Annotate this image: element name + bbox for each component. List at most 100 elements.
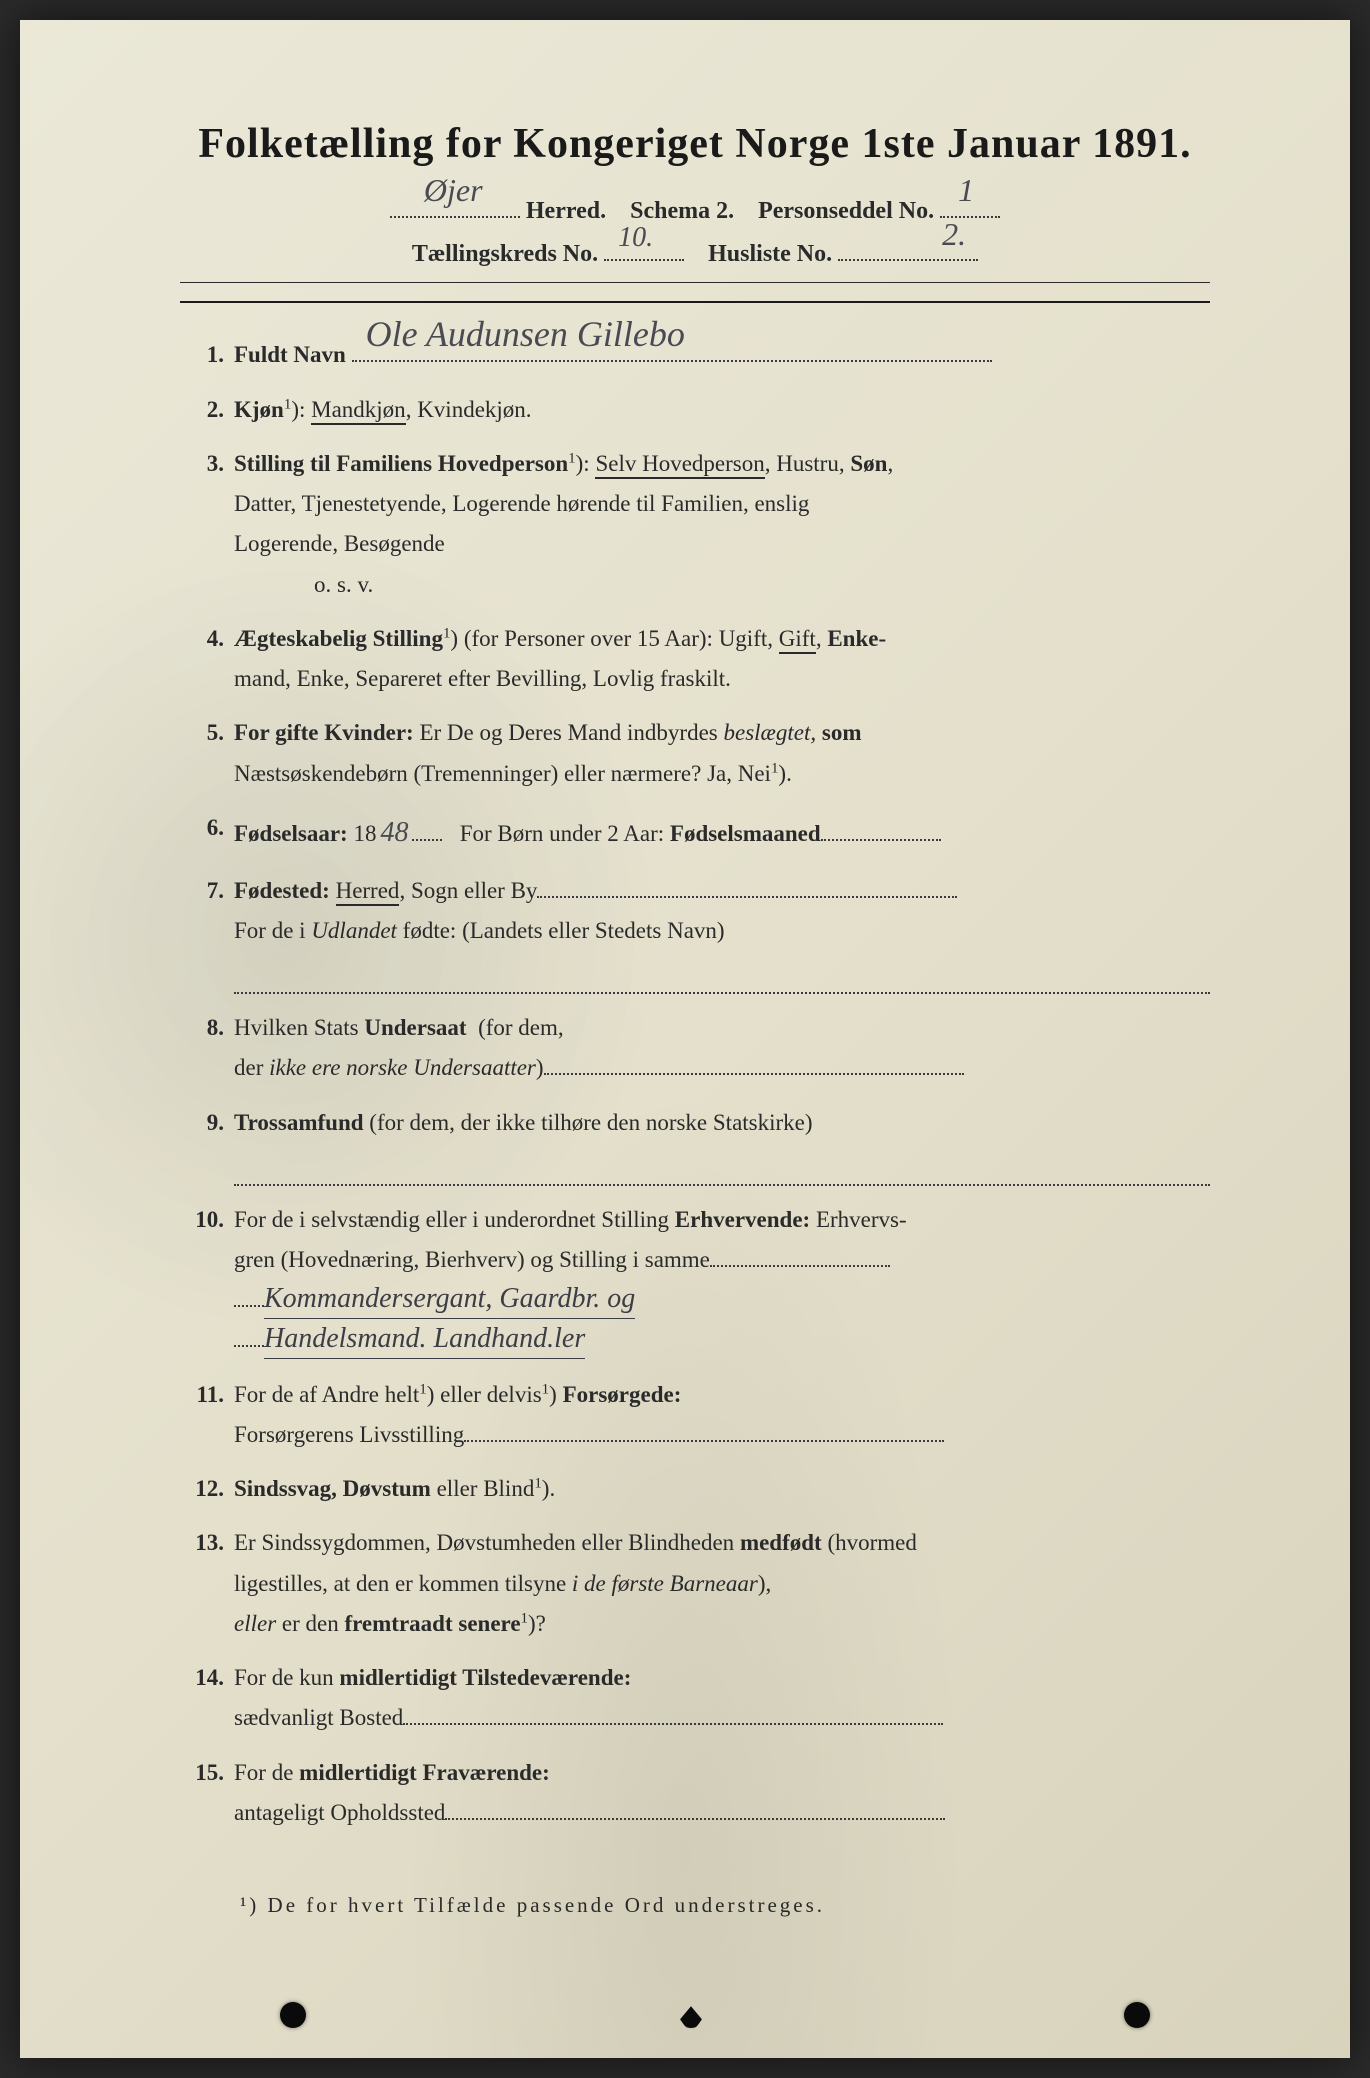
f3-line4: o. s. v. xyxy=(234,565,1210,605)
husliste-value: 2. xyxy=(938,206,970,264)
f11-bold: Forsørgede: xyxy=(563,1382,682,1407)
f14-line2: sædvanligt Bosted xyxy=(234,1705,403,1730)
f1-value: Ole Audunsen Gillebo xyxy=(362,303,689,366)
f4-underlined: Gift xyxy=(779,626,816,654)
f11-fill xyxy=(464,1419,944,1442)
f11-text2: ) eller delvis xyxy=(427,1382,542,1407)
f13-line3italic: eller xyxy=(234,1611,276,1636)
f12-label: Sindssvag, Døvstum xyxy=(234,1476,431,1501)
header-block: Øjer Herred. Schema 2. Personseddel No. … xyxy=(180,190,1210,283)
f13-sup: 1 xyxy=(521,1610,528,1626)
field-11: For de af Andre helt1) eller delvis1) Fo… xyxy=(180,1375,1210,1456)
f6-label: Fødselsaar: xyxy=(234,821,348,846)
herred-field: Øjer xyxy=(390,192,520,218)
f10-fill1 xyxy=(710,1244,890,1267)
f7-label: Fødested: xyxy=(234,878,330,903)
f11-text1: For de af Andre helt xyxy=(234,1382,419,1407)
husliste-field: 2. xyxy=(838,235,978,261)
taellingskreds-value: 10. xyxy=(614,213,657,263)
f6-year: 48 xyxy=(376,808,412,857)
field-1: Fuldt Navn Ole Audunsen Gillebo xyxy=(180,335,1210,375)
document-title: Folketælling for Kongeriget Norge 1ste J… xyxy=(180,120,1210,168)
f13-tail: )? xyxy=(528,1611,546,1636)
f8-label-b: Undersaat xyxy=(364,1015,466,1040)
f2-underlined: Mandkjøn xyxy=(311,397,406,425)
f6-label2: Fødselsmaaned xyxy=(670,821,821,846)
f7-line2a: For de i xyxy=(234,918,311,943)
field-4: Ægteskabelig Stilling1) (for Personer ov… xyxy=(180,619,1210,700)
f10-handwritten2: Handelsmand. Landhand.ler xyxy=(264,1321,585,1358)
f7-line2italic: Udlandet xyxy=(311,918,397,943)
f7-line2b: fødte: (Landets eller Stedets Navn) xyxy=(397,918,725,943)
census-form-page: Folketælling for Kongeriget Norge 1ste J… xyxy=(20,20,1350,2058)
f6-text2: For Børn under 2 Aar: xyxy=(460,821,664,846)
f12-text: eller Blind xyxy=(431,1476,534,1501)
personseddel-label: Personseddel No. xyxy=(758,190,934,233)
f9-label: Trossamfund xyxy=(234,1110,364,1135)
f7-underlined: Herred xyxy=(336,878,400,906)
f15-bold: midlertidigt Fraværende: xyxy=(299,1760,550,1785)
punch-hole-icon xyxy=(1124,2002,1150,2028)
herred-value: Øjer xyxy=(420,162,487,220)
field-15: For de midlertidigt Fraværende: antageli… xyxy=(180,1753,1210,1834)
f5-label: For gifte Kvinder: xyxy=(234,720,414,745)
main-divider xyxy=(180,301,1210,303)
field-6: Fødselsaar: 1848 For Børn under 2 Aar: F… xyxy=(180,808,1210,857)
f13-paren: (hvormed xyxy=(827,1530,916,1555)
f10-line2: gren (Hovednæring, Bierhverv) og Stillin… xyxy=(234,1247,710,1272)
f5-italic1: beslægtet, xyxy=(723,720,816,745)
f10-line2-wrap: gren (Hovednæring, Bierhverv) og Stillin… xyxy=(234,1240,1210,1280)
header-row-1: Øjer Herred. Schema 2. Personseddel No. … xyxy=(180,190,1210,233)
f7-line2-wrap: For de i Udlandet fødte: (Landets eller … xyxy=(234,911,1210,951)
f14-line2-wrap: sædvanligt Bosted xyxy=(234,1698,1210,1738)
f5-line2: Næstsøskendebørn (Tremenninger) eller næ… xyxy=(234,761,771,786)
f8-line2: der xyxy=(234,1055,263,1080)
field-3: Stilling til Familiens Hovedperson1): Se… xyxy=(180,444,1210,605)
field-2: Kjøn1): Mandkjøn, Kvindekjøn. xyxy=(180,390,1210,430)
f5-line2-wrap: Næstsøskendebørn (Tremenninger) eller næ… xyxy=(234,754,1210,794)
f5-tail: ). xyxy=(778,761,791,786)
f13-line2-wrap: ligestilles, at den er kommen tilsyne i … xyxy=(234,1564,1210,1604)
f11-text3: ) xyxy=(549,1382,557,1407)
f11-line2-wrap: Forsørgerens Livsstilling xyxy=(234,1415,1210,1455)
f6-fill2 xyxy=(821,818,941,841)
f9-text: (for dem, der ikke tilhøre den norske St… xyxy=(369,1110,812,1135)
f2-sup: 1 xyxy=(284,396,291,412)
f13-text1: Er Sindssygdommen, Døvstumheden eller Bl… xyxy=(234,1530,734,1555)
f15-fill xyxy=(445,1797,945,1820)
field-8: Hvilken Stats Undersaat (for dem, der ik… xyxy=(180,1008,1210,1089)
f10-hand1-wrap: Kommandersergant, Gaardbr. og xyxy=(234,1280,1210,1320)
f4-line2: mand, Enke, Separeret efter Bevilling, L… xyxy=(234,659,1210,699)
f10-handwritten1: Kommandersergant, Gaardbr. og xyxy=(264,1281,635,1318)
f4-sup: 1 xyxy=(443,625,450,641)
f7-fill xyxy=(537,875,957,898)
f10-bold1: Erhvervende: xyxy=(675,1207,810,1232)
f4-label: Ægteskabelig Stilling xyxy=(234,626,443,651)
field-10: For de i selvstændig eller i underordnet… xyxy=(180,1200,1210,1361)
herred-label: Herred. xyxy=(526,190,606,233)
f3-label: Stilling til Familiens Hovedperson xyxy=(234,451,568,476)
f5-text1b: som xyxy=(822,720,862,745)
f8-paren: (for dem, xyxy=(478,1015,564,1040)
f8-line2-wrap: der ikke ere norske Undersaatter) xyxy=(234,1048,1210,1088)
field-13: Er Sindssygdommen, Døvstumheden eller Bl… xyxy=(180,1523,1210,1644)
punch-hole-icon xyxy=(680,2006,702,2028)
husliste-label: Husliste No. xyxy=(708,233,832,276)
header-row-2: Tællingskreds No. 10. Husliste No. 2. xyxy=(180,233,1210,276)
f4-paren: (for Personer over 15 Aar): xyxy=(464,626,713,651)
f13-line3: er den xyxy=(276,1611,344,1636)
f14-bold: midlertidigt Tilstedeværende: xyxy=(339,1665,631,1690)
taellingskreds-label: Tællingskreds No. xyxy=(412,233,598,276)
f5-text1: Er De og Deres Mand indbyrdes xyxy=(419,720,717,745)
f1-fill: Ole Audunsen Gillebo xyxy=(352,337,992,362)
field-12: Sindssvag, Døvstum eller Blind1). xyxy=(180,1469,1210,1509)
f10-hand2-wrap: Handelsmand. Landhand.ler xyxy=(234,1320,1210,1360)
f14-text: For de kun xyxy=(234,1665,339,1690)
f14-fill xyxy=(403,1702,943,1725)
f13-line3-wrap: eller er den fremtraadt senere1)? xyxy=(234,1604,1210,1644)
f10-text1: For de i selvstændig eller i underordnet… xyxy=(234,1207,669,1232)
f13-bold1: medfødt xyxy=(740,1530,822,1555)
f1-label: Fuldt Navn xyxy=(234,342,346,367)
f15-text: For de xyxy=(234,1760,299,1785)
f15-line2-wrap: antageligt Opholdssted xyxy=(234,1793,1210,1833)
